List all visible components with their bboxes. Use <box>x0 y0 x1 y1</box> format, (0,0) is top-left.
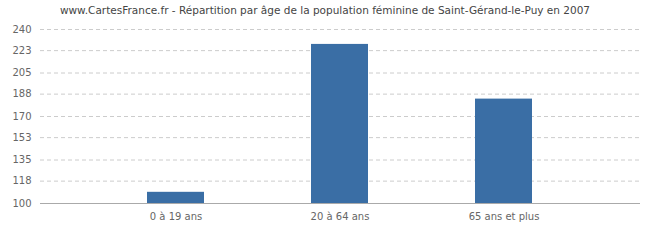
svg-text:170: 170 <box>12 111 31 122</box>
html-text:www.CartesFrance.fr - Répartit: www.CartesFrance.fr - Répartition par âg… <box>59 4 590 16</box>
svg-text:118: 118 <box>12 175 31 186</box>
svg-text:20 à 64 ans: 20 à 64 ans <box>311 211 370 222</box>
svg-text:153: 153 <box>12 132 31 143</box>
svg-text:100: 100 <box>12 198 31 209</box>
svg-text:135: 135 <box>12 154 31 165</box>
svg-text:240: 240 <box>12 24 31 35</box>
svg-text:188: 188 <box>12 88 31 99</box>
svg-text:0 à 19 ans: 0 à 19 ans <box>150 211 202 222</box>
svg-text:205: 205 <box>12 67 31 78</box>
svg-text:65 ans et plus: 65 ans et plus <box>469 211 540 222</box>
svg-text:223: 223 <box>12 45 31 56</box>
